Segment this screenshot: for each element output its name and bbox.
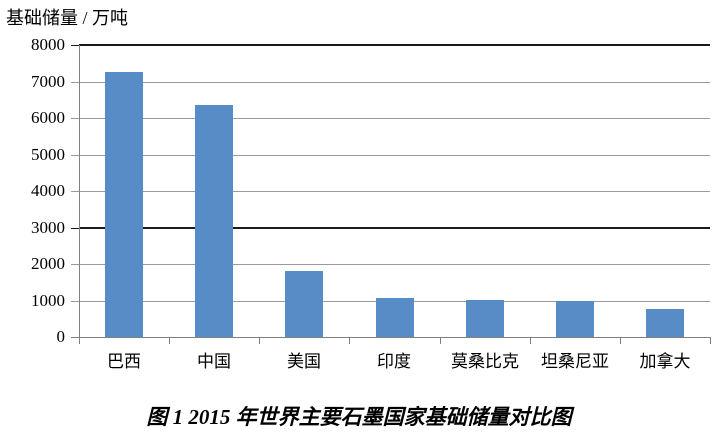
- y-tick-mark: [71, 337, 79, 338]
- x-tick-mark: [710, 337, 711, 344]
- x-tick-mark: [259, 337, 260, 344]
- bar-莫桑比克: [466, 300, 504, 337]
- y-tick-label: 4000: [31, 181, 65, 200]
- y-tick-label: 3000: [31, 218, 65, 237]
- y-axis-title: 基础储量 / 万吨: [6, 8, 129, 28]
- x-tick-mark: [169, 337, 170, 344]
- y-tick-label: 2000: [31, 254, 65, 273]
- y-tick-mark: [71, 228, 79, 229]
- y-tick-mark: [71, 155, 79, 156]
- gridline: [79, 118, 710, 119]
- y-tick-mark: [71, 118, 79, 119]
- bar-坦桑尼亚: [556, 301, 594, 337]
- category-label: 中国: [197, 352, 231, 371]
- bar-加拿大: [646, 309, 684, 337]
- category-label: 印度: [377, 352, 411, 371]
- bar-印度: [376, 298, 414, 337]
- gridline: [79, 227, 710, 229]
- y-tick-label: 6000: [31, 108, 65, 127]
- y-tick-mark: [71, 264, 79, 265]
- category-label: 美国: [287, 352, 321, 371]
- category-label: 莫桑比克: [451, 352, 519, 371]
- x-tick-mark: [79, 337, 80, 344]
- category-label: 加拿大: [639, 352, 691, 371]
- category-label: 坦桑尼亚: [541, 352, 609, 371]
- x-tick-mark: [530, 337, 531, 344]
- y-tick-label: 5000: [31, 145, 65, 164]
- y-tick-mark: [71, 82, 79, 83]
- gridline: [79, 191, 710, 192]
- gridline: [79, 264, 710, 265]
- y-tick-label: 8000: [31, 35, 65, 54]
- category-label: 巴西: [107, 352, 141, 371]
- y-tick-label: 1000: [31, 291, 65, 310]
- x-tick-mark: [620, 337, 621, 344]
- x-tick-mark: [349, 337, 350, 344]
- x-tick-mark: [440, 337, 441, 344]
- figure-caption: 图 1 2015 年世界主要石墨国家基础储量对比图: [146, 405, 572, 429]
- gridline: [79, 155, 710, 156]
- y-tick-mark: [71, 45, 79, 46]
- gridline: [79, 82, 710, 83]
- bar-美国: [285, 271, 323, 337]
- y-tick-mark: [71, 301, 79, 302]
- x-axis-line: [79, 337, 710, 338]
- bar-中国: [195, 105, 233, 337]
- y-axis-line: [79, 45, 80, 344]
- gridline: [79, 44, 710, 46]
- y-tick-label: 0: [56, 327, 66, 346]
- y-tick-label: 7000: [31, 72, 65, 91]
- bar-巴西: [105, 72, 143, 337]
- y-tick-mark: [71, 191, 79, 192]
